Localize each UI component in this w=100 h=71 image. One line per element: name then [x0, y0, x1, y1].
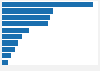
Bar [2, 40, 18, 46]
Bar [2, 15, 50, 20]
Bar [2, 28, 29, 33]
Bar [2, 59, 8, 65]
Bar [2, 21, 48, 26]
Bar [2, 34, 22, 39]
Bar [2, 2, 93, 7]
Bar [2, 47, 15, 52]
Bar [2, 53, 11, 58]
Bar [2, 8, 53, 14]
